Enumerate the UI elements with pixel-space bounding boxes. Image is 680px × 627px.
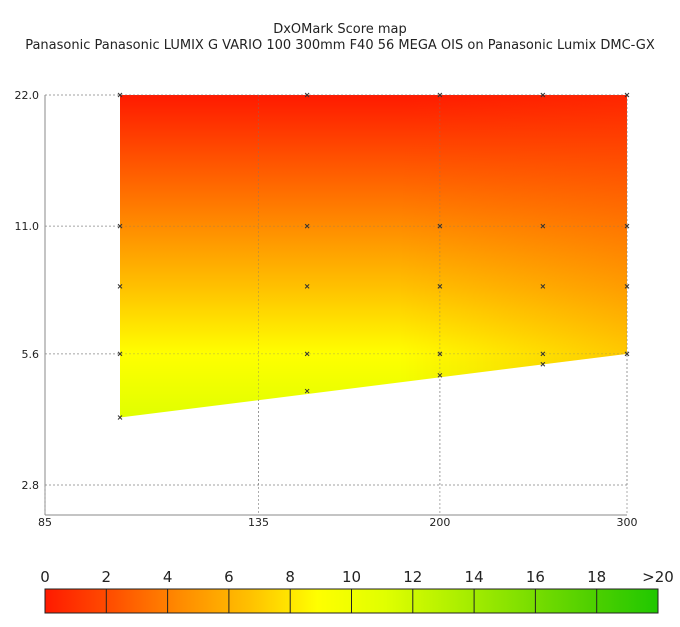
measurement-point <box>624 284 630 289</box>
colorbar-legend: 0 2 4 6 8 10 12 14 16 18 >20 <box>40 568 674 614</box>
measurement-point-stroke <box>117 223 123 229</box>
colorbar-label: 16 <box>526 568 545 586</box>
measurement-point-stroke <box>437 351 443 357</box>
colorbar-label: 10 <box>342 568 361 586</box>
colorbar-label: 4 <box>163 568 173 586</box>
measurement-point-stroke <box>117 351 123 357</box>
measurement-point <box>117 415 123 420</box>
colorbar-label: 12 <box>403 568 422 586</box>
colorbar-label: 14 <box>465 568 484 586</box>
plot-area: 2.8 5.6 11.0 22.0 85 135 200 300 <box>15 89 638 529</box>
measurement-point <box>304 223 310 229</box>
measurement-point-stroke <box>437 372 443 378</box>
measurement-point-stroke <box>624 284 630 289</box>
measurement-point-stroke <box>304 223 310 229</box>
measurement-point-stroke <box>117 415 123 420</box>
measurement-point <box>117 223 123 229</box>
colorbar-label: 2 <box>102 568 112 586</box>
measurement-point-stroke <box>540 351 546 357</box>
y-tick-label: 5.6 <box>22 348 40 361</box>
measurement-point-stroke <box>117 284 123 289</box>
x-tick-label: 85 <box>38 516 52 529</box>
measurement-point <box>437 92 443 98</box>
chart-title: DxOMark Score map <box>273 22 407 37</box>
measurement-point-stroke <box>624 92 630 98</box>
measurement-point-stroke <box>540 92 546 98</box>
measurement-point <box>437 372 443 378</box>
colorbar-label: 0 <box>40 568 50 586</box>
measurement-point-stroke <box>304 92 310 98</box>
x-tick-label: 300 <box>617 516 638 529</box>
measurement-point <box>624 92 630 98</box>
measurement-point <box>540 92 546 98</box>
measurement-point <box>437 351 443 357</box>
measurement-point-stroke <box>624 223 630 229</box>
measurement-point <box>117 351 123 357</box>
x-tick-label: 135 <box>248 516 269 529</box>
measurement-point-stroke <box>437 284 443 289</box>
colorbar-label: 6 <box>224 568 234 586</box>
measurement-point <box>437 284 443 289</box>
measurement-point <box>540 223 546 229</box>
x-tick-label: 200 <box>429 516 450 529</box>
measurement-point <box>540 361 546 367</box>
measurement-point-stroke <box>437 223 443 229</box>
measurement-point <box>117 92 123 98</box>
measurement-point-stroke <box>624 351 630 357</box>
y-tick-label: 22.0 <box>15 89 40 102</box>
colorbar-label: >20 <box>642 568 674 586</box>
measurement-point <box>304 92 310 98</box>
score-region-shade <box>120 95 628 418</box>
y-tick-label: 2.8 <box>22 479 40 492</box>
measurement-point <box>304 388 310 394</box>
measurement-point-stroke <box>540 223 546 229</box>
measurement-point-stroke <box>117 92 123 98</box>
y-tick-label: 11.0 <box>15 220 40 233</box>
measurement-point <box>117 284 123 289</box>
measurement-point <box>304 284 310 289</box>
measurement-point-stroke <box>540 361 546 367</box>
colorbar-label: 8 <box>285 568 295 586</box>
measurement-point <box>540 284 546 289</box>
measurement-point <box>624 223 630 229</box>
measurement-point-stroke <box>437 92 443 98</box>
measurement-point <box>540 351 546 357</box>
chart-subtitle: Panasonic Panasonic LUMIX G VARIO 100 30… <box>25 38 655 53</box>
measurement-point <box>304 351 310 357</box>
measurement-point-stroke <box>304 388 310 394</box>
measurement-point-stroke <box>304 351 310 357</box>
measurement-point <box>437 223 443 229</box>
measurement-point-stroke <box>540 284 546 289</box>
measurement-point <box>624 351 630 357</box>
measurement-point-stroke <box>304 284 310 289</box>
colorbar-label: 18 <box>587 568 606 586</box>
